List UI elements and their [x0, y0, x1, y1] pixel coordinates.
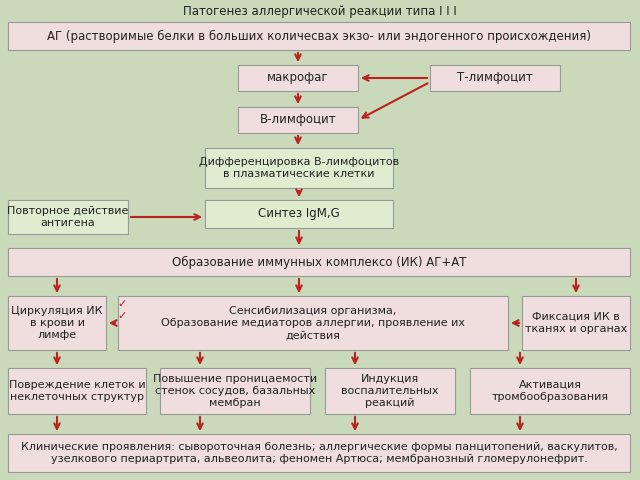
Text: Патогенез аллергической реакции типа I I I: Патогенез аллергической реакции типа I I… — [183, 5, 457, 19]
FancyBboxPatch shape — [205, 148, 393, 188]
Text: ✓: ✓ — [117, 311, 127, 321]
FancyBboxPatch shape — [118, 296, 508, 350]
Text: Индукция
воспалительных
реакций: Индукция воспалительных реакций — [341, 373, 439, 408]
Text: Циркуляция ИК
в крови и
лимфе: Циркуляция ИК в крови и лимфе — [12, 306, 103, 340]
Text: Синтез IgM,G: Синтез IgM,G — [258, 207, 340, 220]
Text: Образование иммунных комплексо (ИК) АГ+АТ: Образование иммунных комплексо (ИК) АГ+А… — [172, 255, 467, 268]
FancyBboxPatch shape — [8, 434, 630, 472]
FancyBboxPatch shape — [8, 200, 128, 234]
FancyBboxPatch shape — [430, 65, 560, 91]
Text: Т-лимфоцит: Т-лимфоцит — [457, 72, 533, 84]
Text: Сенсибилизация организма,
Образование медиаторов аллергии, проявление их
действи: Сенсибилизация организма, Образование ме… — [161, 306, 465, 340]
FancyBboxPatch shape — [522, 296, 630, 350]
FancyBboxPatch shape — [205, 200, 393, 228]
Text: В-лимфоцит: В-лимфоцит — [260, 113, 336, 127]
FancyBboxPatch shape — [160, 368, 310, 414]
FancyBboxPatch shape — [238, 107, 358, 133]
FancyBboxPatch shape — [470, 368, 630, 414]
FancyBboxPatch shape — [325, 368, 455, 414]
Text: Повышение проницаемости
стенок сосудов, базальных
мембран: Повышение проницаемости стенок сосудов, … — [153, 373, 317, 408]
Text: ✓: ✓ — [117, 299, 127, 309]
Text: Дифференцировка В-лимфоцитов
в плазматические клетки: Дифференцировка В-лимфоцитов в плазматич… — [199, 157, 399, 179]
FancyBboxPatch shape — [8, 22, 630, 50]
Text: Активация
тромбообразования: Активация тромбообразования — [492, 380, 609, 402]
FancyBboxPatch shape — [8, 368, 146, 414]
FancyBboxPatch shape — [8, 248, 630, 276]
Text: Повторное действие
антигена: Повторное действие антигена — [7, 206, 129, 228]
FancyBboxPatch shape — [8, 296, 106, 350]
Text: макрофаг: макрофаг — [267, 72, 329, 84]
Text: АГ (растворимые белки в больших количесвах экзо- или эндогенного происхождения): АГ (растворимые белки в больших количесв… — [47, 29, 591, 43]
Text: Фиксация ИК в
тканях и органах: Фиксация ИК в тканях и органах — [525, 312, 627, 334]
Text: Повреждение клеток и
неклеточных структур: Повреждение клеток и неклеточных структу… — [9, 380, 145, 402]
FancyBboxPatch shape — [238, 65, 358, 91]
Text: Клинические проявления: сывороточная болезнь; аллергические формы панцитопений, : Клинические проявления: сывороточная бол… — [20, 442, 618, 464]
